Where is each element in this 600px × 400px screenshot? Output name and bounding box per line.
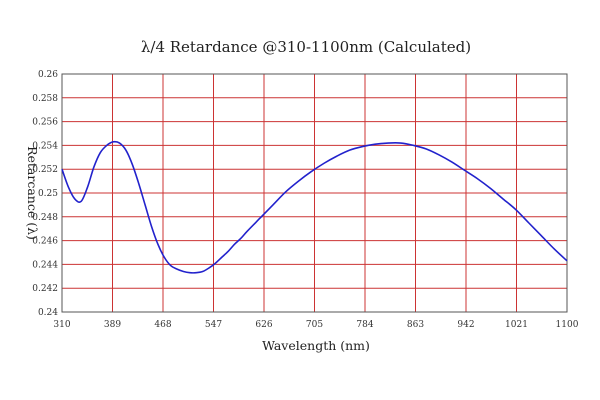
- y-tick-label: 0.26: [38, 70, 58, 80]
- x-tick-label: 389: [104, 320, 121, 330]
- x-tick-label: 1021: [505, 320, 528, 330]
- y-tick-label: 0.252: [32, 165, 58, 175]
- y-tick-label: 0.24: [38, 308, 58, 318]
- x-tick-label: 784: [356, 320, 373, 330]
- y-tick-label: 0.248: [32, 213, 58, 223]
- y-tick-label: 0.25: [38, 189, 58, 199]
- chart-title: λ/4 Retardance @310-1100nm (Calculated): [141, 38, 471, 56]
- x-tick-label: 863: [407, 320, 424, 330]
- x-axis-label: Wavelength (nm): [262, 338, 370, 353]
- x-tick-label: 310: [53, 320, 70, 330]
- y-tick-label: 0.246: [32, 237, 58, 247]
- plot-border: [61, 73, 568, 313]
- x-tick-label: 1100: [556, 320, 579, 330]
- y-tick-label: 0.254: [32, 141, 58, 151]
- y-tick-label: 0.258: [32, 94, 58, 104]
- series-line: [61, 140, 568, 274]
- y-axis-label: Retarcance (λ): [25, 146, 40, 240]
- y-tick-label: 0.256: [32, 118, 58, 128]
- y-tick-label: 0.244: [32, 260, 58, 270]
- x-tick-label: 547: [205, 320, 222, 330]
- x-tick-label: 468: [154, 320, 171, 330]
- y-tick-label: 0.242: [32, 284, 58, 294]
- y-axis-ticks: 0.24 0.242 0.244 0.246 0.248 0.25 0.252 0.254 0.…: [32, 70, 58, 318]
- x-tick-label: 942: [457, 320, 474, 330]
- x-tick-label: 705: [306, 320, 323, 330]
- x-axis-ticks: 310 389 468 547 626 705 784 863 942 1021 1100: [53, 320, 578, 330]
- x-tick-label: 626: [255, 320, 272, 330]
